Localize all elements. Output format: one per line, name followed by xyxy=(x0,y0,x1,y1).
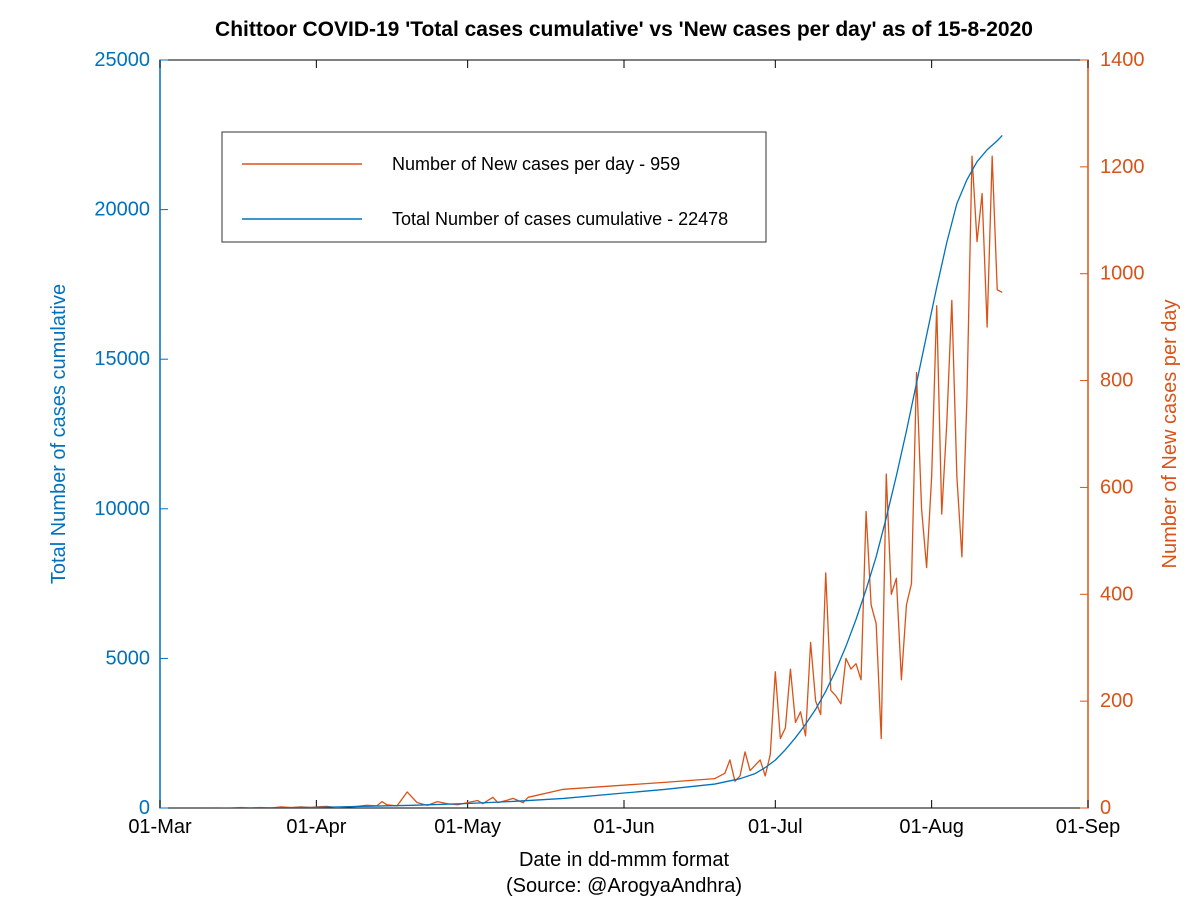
x-tick-label: 01-Jul xyxy=(748,816,802,838)
y-left-tick-label: 5000 xyxy=(106,647,151,669)
x-axis-sublabel: (Source: @ArogyaAndhra) xyxy=(506,875,742,897)
legend-label: Total Number of cases cumulative - 22478 xyxy=(392,209,728,229)
x-tick-label: 01-May xyxy=(434,816,501,838)
x-tick-label: 01-Apr xyxy=(286,816,346,838)
y-left-tick-label: 25000 xyxy=(94,49,150,71)
y-right-tick-label: 1200 xyxy=(1100,156,1145,178)
chart-container: Chittoor COVID-19 'Total cases cumulativ… xyxy=(0,0,1200,900)
x-tick-label: 01-Jun xyxy=(593,816,654,838)
y-right-tick-label: 1000 xyxy=(1100,263,1145,285)
x-tick-label: 01-Mar xyxy=(128,816,192,838)
y-left-axis-label: Total Number of cases cumulative xyxy=(48,284,70,584)
y-left-tick-label: 10000 xyxy=(94,498,150,520)
y-right-tick-label: 1400 xyxy=(1100,49,1145,71)
x-axis-label: Date in dd-mmm format xyxy=(519,849,729,871)
y-right-tick-label: 600 xyxy=(1100,476,1133,498)
y-left-tick-label: 0 xyxy=(139,797,150,819)
chart-svg: Chittoor COVID-19 'Total cases cumulativ… xyxy=(0,0,1200,900)
y-left-tick-label: 20000 xyxy=(94,199,150,221)
x-tick-label: 01-Sep xyxy=(1056,816,1121,838)
y-right-tick-label: 200 xyxy=(1100,690,1133,712)
y-left-tick-label: 15000 xyxy=(94,348,150,370)
y-right-axis-label: Number of New cases per day xyxy=(1159,299,1181,568)
y-right-tick-label: 400 xyxy=(1100,583,1133,605)
y-right-tick-label: 800 xyxy=(1100,370,1133,392)
x-tick-label: 01-Aug xyxy=(899,816,964,838)
y-right-tick-label: 0 xyxy=(1100,797,1111,819)
chart-title: Chittoor COVID-19 'Total cases cumulativ… xyxy=(215,18,1033,41)
legend-label: Number of New cases per day - 959 xyxy=(392,154,680,174)
